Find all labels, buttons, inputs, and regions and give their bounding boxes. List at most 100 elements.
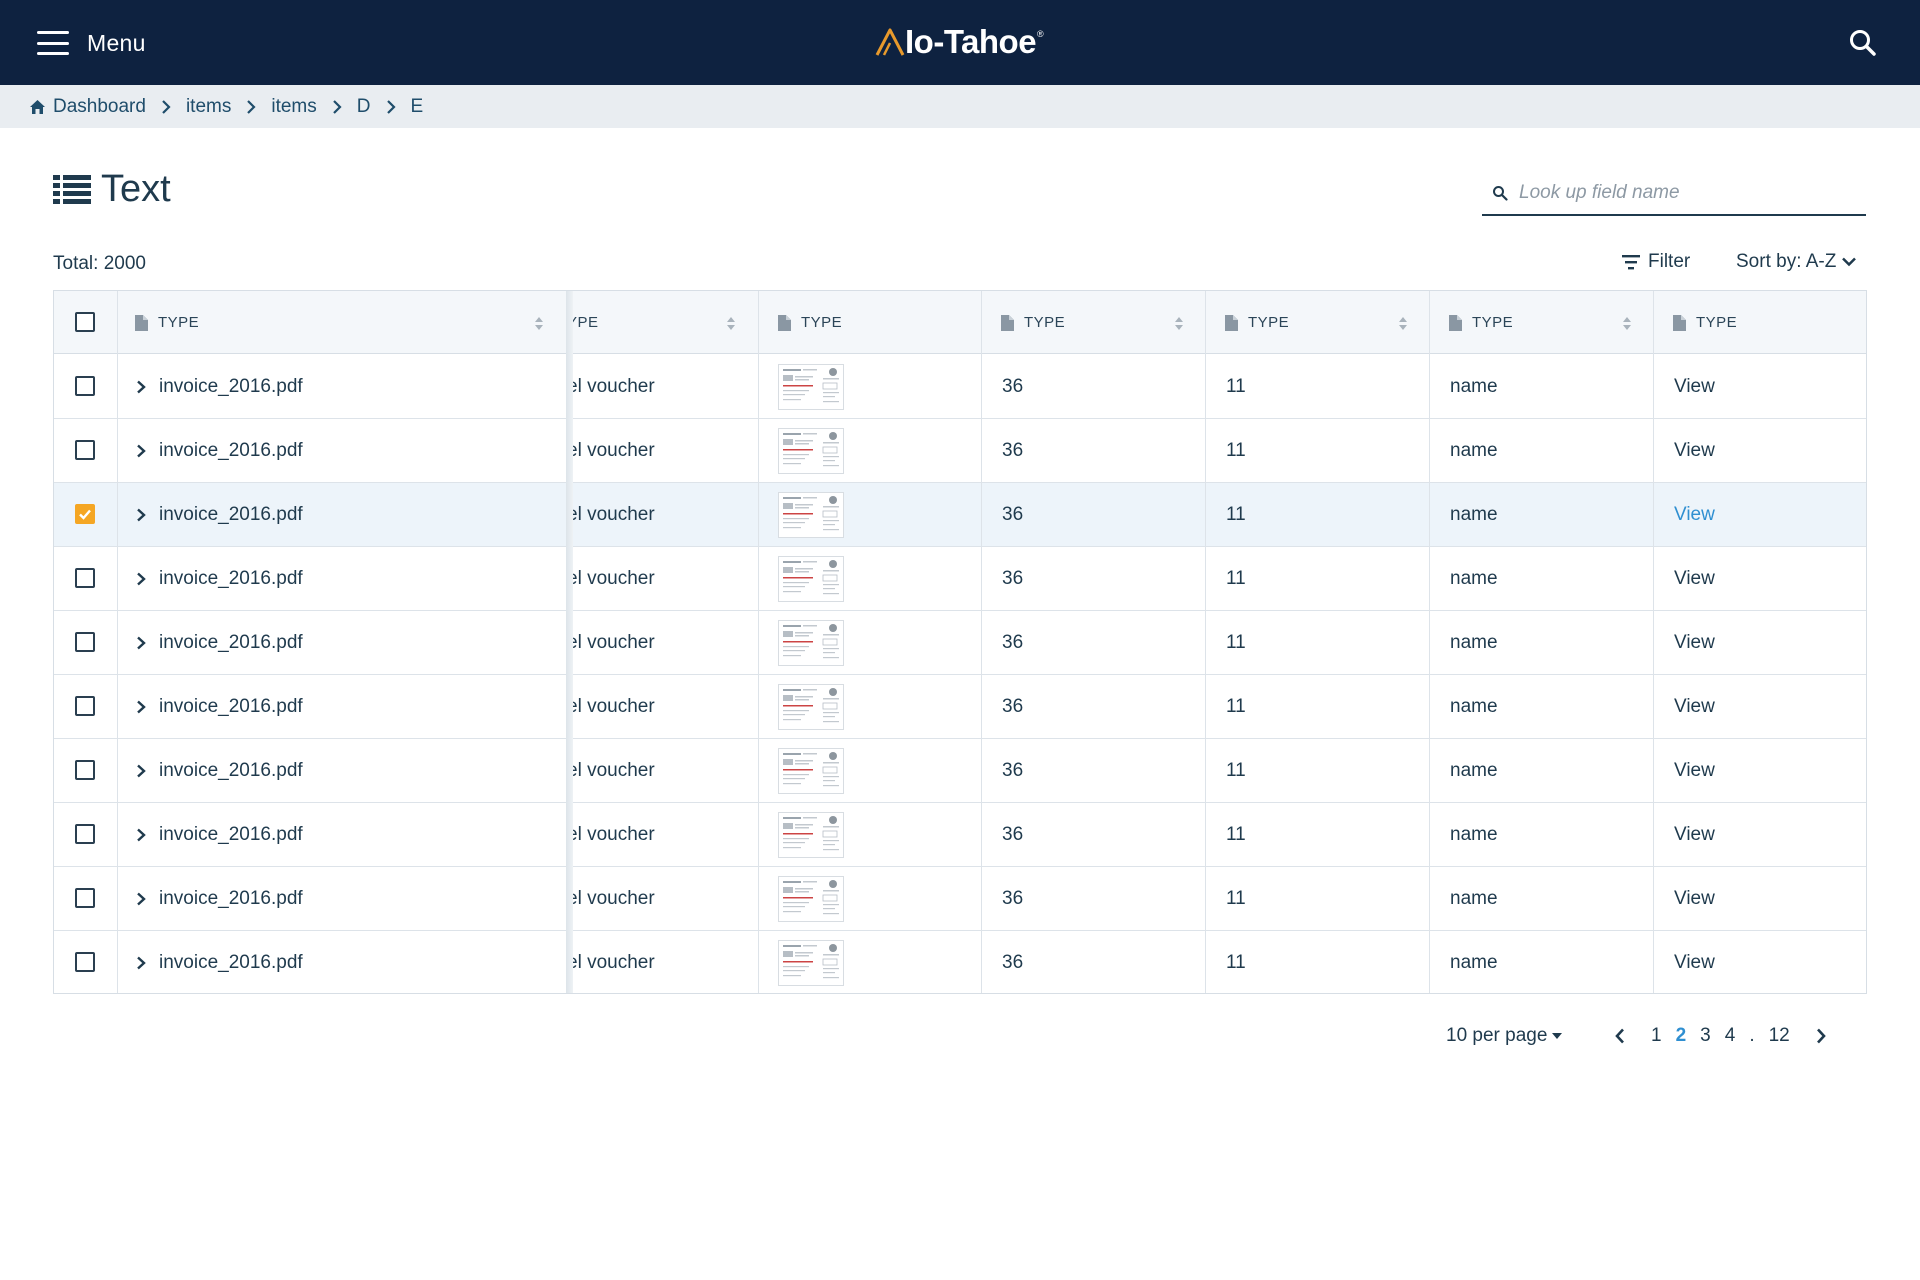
column-header[interactable]: TYPE xyxy=(1001,291,1065,354)
page-3[interactable]: 3 xyxy=(1700,1025,1711,1046)
row-checkbox[interactable] xyxy=(75,568,95,588)
home-icon[interactable] xyxy=(29,99,46,115)
chevron-right-icon[interactable] xyxy=(136,956,146,970)
document-thumbnail[interactable] xyxy=(778,875,844,922)
sort-icon[interactable] xyxy=(534,316,544,331)
sort-icon[interactable] xyxy=(1398,316,1408,331)
page-1[interactable]: 1 xyxy=(1651,1025,1662,1046)
value-cell: 11 xyxy=(1226,631,1246,653)
chevron-right-icon[interactable] xyxy=(136,636,146,650)
chevron-right-icon[interactable] xyxy=(136,700,146,714)
column-header[interactable]: TYPE xyxy=(135,291,199,354)
value-cell: 11 xyxy=(1226,759,1246,781)
sort-icon[interactable] xyxy=(1622,316,1632,331)
sort-label: Sort by: A-Z xyxy=(1736,251,1837,272)
table-row[interactable]: invoice_2016.pdf el voucher 36 11 name View xyxy=(54,739,1866,803)
table-row[interactable]: invoice_2016.pdf el voucher 36 11 name View xyxy=(54,419,1866,483)
view-link[interactable]: View xyxy=(1674,952,1715,973)
field-lookup-input[interactable] xyxy=(1519,182,1849,204)
table-row[interactable]: invoice_2016.pdf el voucher 36 11 name View xyxy=(54,675,1866,739)
view-link[interactable]: View xyxy=(1674,823,1715,845)
sort-dropdown[interactable]: Sort by: A-Z xyxy=(1736,251,1857,273)
document-thumbnail[interactable] xyxy=(778,619,844,666)
filter-label: Filter xyxy=(1648,251,1691,272)
column-header[interactable]: TYPE xyxy=(1225,291,1289,354)
list-icon xyxy=(53,174,91,204)
view-link[interactable]: View xyxy=(1674,567,1715,589)
row-checkbox[interactable] xyxy=(75,376,95,396)
table-row[interactable]: invoice_2016.pdf el voucher 36 11 name View xyxy=(54,867,1866,931)
view-link[interactable]: View xyxy=(1674,631,1715,653)
row-checkbox[interactable] xyxy=(75,888,95,908)
table-row[interactable]: invoice_2016.pdf el voucher 36 11 name View xyxy=(54,355,1866,419)
chevron-right-icon[interactable] xyxy=(136,380,146,394)
document-thumbnail[interactable] xyxy=(778,555,844,602)
row-checkbox[interactable] xyxy=(75,696,95,716)
row-checkbox[interactable] xyxy=(75,760,95,780)
voucher-type: el voucher xyxy=(567,952,655,973)
sort-icon[interactable] xyxy=(1174,316,1184,331)
file-name: invoice_2016.pdf xyxy=(159,503,303,525)
select-all-checkbox[interactable] xyxy=(75,312,95,332)
column-header[interactable]: TYPE xyxy=(778,291,842,354)
column-header[interactable]: TYPE xyxy=(1673,291,1737,354)
row-checkbox[interactable] xyxy=(75,952,95,972)
document-thumbnail[interactable] xyxy=(778,940,844,986)
page-12[interactable]: 12 xyxy=(1768,1025,1790,1046)
breadcrumb-items[interactable]: items xyxy=(185,95,232,117)
brand-logo[interactable]: Io-Tahoe ® xyxy=(875,22,1044,62)
table-row[interactable]: invoice_2016.pdf el voucher 36 11 name View xyxy=(54,547,1866,611)
row-checkbox[interactable] xyxy=(75,440,95,460)
document-thumbnail[interactable] xyxy=(778,427,844,474)
chevron-right-icon[interactable] xyxy=(1815,1028,1827,1044)
file-name: invoice_2016.pdf xyxy=(159,375,303,397)
chevron-right-icon[interactable] xyxy=(136,828,146,842)
column-header[interactable]: YPE xyxy=(567,291,687,354)
page-4[interactable]: 4 xyxy=(1724,1025,1736,1046)
page-2[interactable]: 2 xyxy=(1675,1025,1687,1046)
row-checkbox[interactable] xyxy=(75,504,95,524)
search-icon[interactable] xyxy=(1848,28,1878,58)
row-checkbox[interactable] xyxy=(75,632,95,652)
document-thumbnail[interactable] xyxy=(778,491,844,538)
chevron-right-icon[interactable] xyxy=(136,572,146,586)
breadcrumb-d[interactable]: D xyxy=(356,95,371,117)
page-header: Text xyxy=(53,168,171,211)
document-thumbnail[interactable] xyxy=(778,747,844,794)
document-thumbnail[interactable] xyxy=(778,683,844,730)
view-link[interactable]: View xyxy=(1674,887,1715,909)
chevron-right-icon[interactable] xyxy=(136,508,146,522)
document-thumbnail[interactable] xyxy=(778,363,844,410)
chevron-right-icon[interactable] xyxy=(136,444,146,458)
table-row[interactable]: invoice_2016.pdf el voucher 36 11 name View xyxy=(54,931,1866,995)
table-header: TYPE YPE TYPE TYPE TYPE TYPE TYPE xyxy=(54,291,1866,354)
chevron-left-icon[interactable] xyxy=(1614,1028,1626,1044)
column-header[interactable]: TYPE xyxy=(1449,291,1513,354)
sort-icon[interactable] xyxy=(726,316,736,331)
value-cell: 11 xyxy=(1226,887,1246,909)
value-cell: 11 xyxy=(1226,695,1246,717)
view-link[interactable]: View xyxy=(1674,759,1715,781)
table-row[interactable]: invoice_2016.pdf el voucher 36 11 name View xyxy=(54,483,1866,547)
top-navigation-bar: Menu Io-Tahoe ® xyxy=(0,0,1920,85)
file-name: invoice_2016.pdf xyxy=(159,439,303,461)
breadcrumb-items-2[interactable]: items xyxy=(271,95,317,117)
document-thumbnail[interactable] xyxy=(778,811,844,858)
view-link[interactable]: View xyxy=(1674,439,1715,461)
field-lookup xyxy=(1482,172,1866,216)
view-link[interactable]: View xyxy=(1674,375,1715,397)
breadcrumb-dashboard[interactable]: Dashboard xyxy=(53,95,146,117)
column-header-label: TYPE xyxy=(801,314,843,331)
row-checkbox[interactable] xyxy=(75,824,95,844)
chevron-right-icon[interactable] xyxy=(136,764,146,778)
logo-mark-icon xyxy=(875,28,905,56)
breadcrumb-e[interactable]: E xyxy=(410,95,424,117)
filter-button[interactable]: Filter xyxy=(1622,251,1690,273)
chevron-right-icon[interactable] xyxy=(136,892,146,906)
view-link[interactable]: View xyxy=(1674,695,1715,717)
table-row[interactable]: invoice_2016.pdf el voucher 36 11 name View xyxy=(54,611,1866,675)
view-link[interactable]: View xyxy=(1674,503,1715,525)
menu-button[interactable]: Menu xyxy=(37,26,146,60)
table-row[interactable]: invoice_2016.pdf el voucher 36 11 name View xyxy=(54,803,1866,867)
per-page-select[interactable]: 10 per page xyxy=(1446,1025,1563,1047)
